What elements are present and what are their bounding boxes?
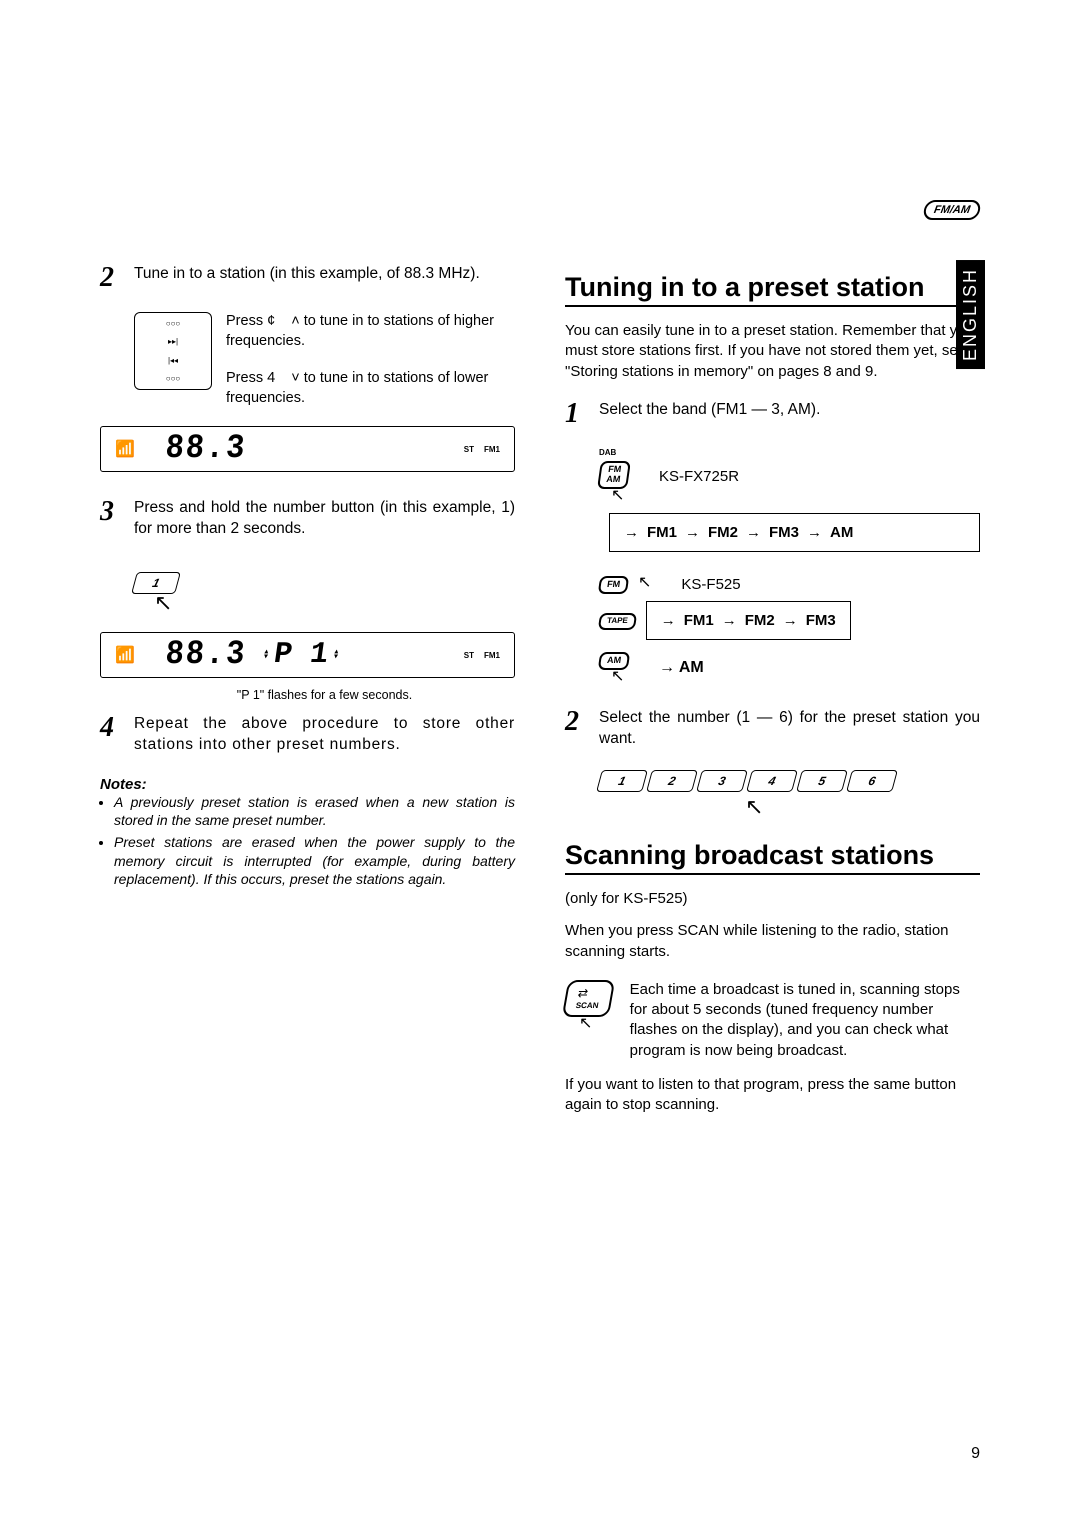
band-cycle-a: → FM1 → FM2 → FM3 → AM (609, 513, 980, 552)
step-number: 3 (100, 498, 134, 526)
signal-icon: 📶 (115, 645, 135, 665)
lcd-band: FM1 (484, 651, 500, 660)
fm-chip: FM (598, 576, 630, 594)
model-b-am-row: AM ↖ → AM (599, 650, 980, 686)
notes-list: A previously preset station is erased wh… (100, 793, 515, 888)
model-a-row: DAB FM AM ↖ KS-FX725R (599, 448, 980, 505)
r-step-1: 1 Select the band (FM1 — 3, AM). (565, 400, 980, 428)
preset-button: 6 (846, 770, 898, 792)
arrows-left-icon: ▴▾ (262, 650, 269, 660)
fm-am-badge: FM/AM (922, 200, 982, 220)
preset-button: 1 (596, 770, 648, 792)
arrow-icon: → (722, 612, 737, 629)
signal-icon: 📶 (115, 439, 135, 459)
preset-button: 2 (646, 770, 698, 792)
tune-down-text: Press 4 ˅ to tune in to stations of lowe… (226, 369, 515, 408)
scan-row: ⇄ SCAN ↖ Each time a broadcast is tuned … (565, 980, 980, 1061)
notes-heading: Notes: (100, 776, 515, 793)
step-number: 2 (565, 708, 599, 736)
heading-scanning: Scanning broadcast stations (565, 840, 980, 875)
left-column: 2 Tune in to a station (in this example,… (100, 200, 515, 1133)
finger-icon: ↖ (638, 572, 651, 592)
step-text: Tune in to a station (in this example, o… (134, 264, 515, 285)
arrow-icon: → (807, 524, 822, 541)
r-step-2: 2 Select the number (1 — 6) for the pres… (565, 708, 980, 750)
note-item: Preset stations are erased when the powe… (114, 833, 515, 888)
arrow-icon: → (661, 612, 676, 629)
scan-description: Each time a broadcast is tuned in, scann… (630, 980, 980, 1061)
tune-diagram: ○○○ ▸▸| |◂◂ ○○○ Press ¢ ˄ to tune in to … (134, 312, 515, 408)
am-chip: AM (598, 652, 631, 670)
right-column: Tuning in to a preset station You can ea… (565, 200, 980, 1133)
device-icon: ○○○ ▸▸| |◂◂ ○○○ (134, 312, 212, 390)
preset-1-button-diagram: 1 ↖ (134, 572, 178, 616)
language-tab: ENGLISH (956, 260, 985, 369)
scan-intro: When you press SCAN while listening to t… (565, 921, 980, 962)
preset-button: 3 (696, 770, 748, 792)
lcd-st: ST (464, 651, 474, 660)
tape-chip: TAPE (598, 613, 637, 630)
lcd-band: FM1 (484, 445, 500, 454)
am-label: AM (679, 659, 704, 676)
finger-icon: ↖ (745, 794, 980, 820)
scan-chip: ⇄ SCAN (562, 980, 615, 1017)
tune-up-text: Press ¢ ˄ to tune in to stations of high… (226, 312, 515, 351)
step-2: 2 Tune in to a station (in this example,… (100, 264, 515, 292)
flash-note: "P 1" flashes for a few seconds. (134, 688, 515, 702)
model-b-fm-row: FM ↖ KS-F525 (599, 576, 980, 594)
lcd-frequency: 88.3 (164, 636, 248, 674)
preset-button-1: 1 (131, 572, 181, 594)
model-label-a: KS-FX725R (659, 468, 739, 485)
model-b-tape-row: TAPE → FM1 → FM2 → FM3 (599, 601, 980, 640)
step-text: Select the number (1 — 6) for the preset… (599, 708, 980, 750)
preset-button: 4 (746, 770, 798, 792)
step-4: 4 Repeat the above procedure to store ot… (100, 714, 515, 756)
lcd-display-2: 📶 88.3 ▴▾ P 1 ▴▾ ST FM1 (100, 632, 515, 678)
step-number: 1 (565, 400, 599, 428)
step-number: 2 (100, 264, 134, 292)
lcd-frequency: 88.3 (164, 430, 248, 468)
scan-stop-text: If you want to listen to that program, p… (565, 1075, 980, 1116)
lcd-display-1: 📶 88.3 ST FM1 (100, 426, 515, 472)
step-3: 3 Press and hold the number button (in t… (100, 498, 515, 540)
preset-button: 5 (796, 770, 848, 792)
fm-am-chip: FM AM (597, 461, 631, 489)
lcd-st: ST (464, 445, 474, 454)
arrow-icon: → (659, 659, 675, 676)
page-number: 9 (971, 1445, 980, 1463)
intro-text: You can easily tune in to a preset stati… (565, 321, 980, 382)
heading-preset: Tuning in to a preset station (565, 272, 980, 307)
step-number: 4 (100, 714, 134, 742)
arrow-icon: → (685, 524, 700, 541)
note-item: A previously preset station is erased wh… (114, 793, 515, 829)
band-cycle-b: → FM1 → FM2 → FM3 (646, 601, 851, 640)
page-columns: 2 Tune in to a station (in this example,… (100, 200, 980, 1133)
arrow-icon: → (783, 612, 798, 629)
scan-only-note: (only for KS-F525) (565, 889, 980, 909)
arrow-icon: → (624, 524, 639, 541)
lcd-preset: ▴▾ P 1 ▴▾ (258, 638, 343, 672)
step-text: Press and hold the number button (in thi… (134, 498, 515, 540)
step-text: Repeat the above procedure to store othe… (134, 714, 515, 756)
preset-buttons-row: 1 2 3 4 5 6 (599, 770, 980, 792)
arrows-right-icon: ▴▾ (332, 650, 339, 660)
arrow-icon: → (746, 524, 761, 541)
step-text: Select the band (FM1 — 3, AM). (599, 400, 980, 421)
model-label-b: KS-F525 (681, 576, 740, 593)
dab-label: DAB (599, 448, 629, 457)
